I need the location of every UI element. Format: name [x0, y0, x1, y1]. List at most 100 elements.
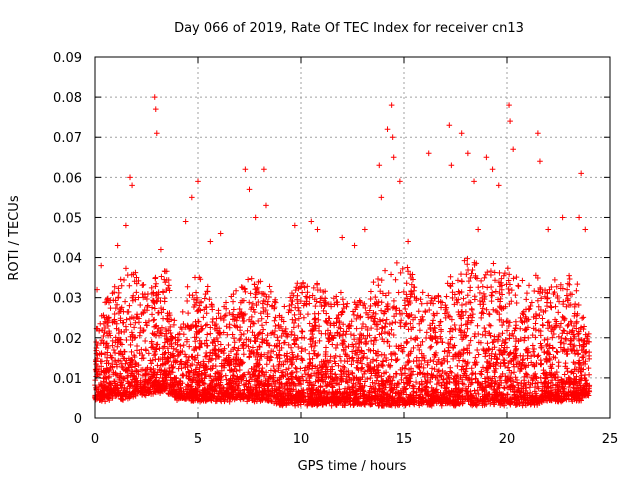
- data-point-marker: [202, 322, 209, 329]
- data-point-marker: [204, 342, 211, 349]
- data-point-marker: [535, 303, 542, 310]
- data-point-marker: [403, 340, 410, 346]
- data-point-marker: [212, 356, 219, 362]
- data-point-marker: [333, 402, 340, 408]
- data-point-marker: [429, 374, 436, 381]
- data-point-marker: [192, 338, 198, 345]
- data-point-marker: [296, 308, 302, 314]
- data-point-marker: [576, 328, 582, 335]
- data-point-marker: [551, 325, 558, 331]
- data-point-marker: [393, 384, 400, 391]
- data-point-marker: [391, 298, 397, 304]
- data-point-marker: [487, 362, 493, 369]
- data-point-marker: [238, 284, 245, 290]
- data-point-marker: [245, 343, 252, 350]
- data-point-marker: [444, 280, 451, 287]
- data-point-marker: [350, 344, 357, 350]
- data-point-marker: [585, 365, 592, 371]
- data-point-marker: [379, 336, 386, 342]
- data-point-marker: [162, 333, 168, 339]
- data-point-marker: [138, 311, 145, 317]
- data-point-marker: [170, 345, 177, 352]
- data-point-marker: [393, 370, 399, 377]
- data-point-marker: [280, 396, 287, 403]
- data-point-marker: [296, 376, 303, 382]
- data-point-marker: [310, 386, 316, 392]
- data-point-marker: [290, 369, 296, 376]
- data-point-marker: [184, 386, 191, 392]
- data-point-marker: [207, 373, 214, 379]
- data-point-marker: [379, 324, 385, 331]
- data-point-marker: [135, 362, 142, 368]
- data-point-marker: [326, 389, 332, 395]
- data-point-marker: [112, 359, 118, 365]
- data-point-marker: [569, 328, 575, 335]
- data-point-marker: [236, 337, 243, 343]
- data-point-marker: [486, 330, 493, 337]
- data-point-marker: [148, 360, 155, 367]
- data-point-marker: [221, 357, 227, 363]
- data-point-marker: [560, 327, 567, 334]
- data-point-marker: [271, 331, 277, 338]
- data-point-marker: [150, 317, 157, 324]
- data-point-marker: [449, 316, 455, 323]
- data-point-marker: [541, 337, 548, 343]
- data-point-marker: [373, 357, 380, 364]
- data-point-marker: [139, 282, 146, 289]
- data-point-marker: [298, 283, 305, 290]
- data-point-marker: [549, 377, 555, 383]
- data-point-marker: [341, 338, 347, 345]
- data-point-marker: [130, 292, 137, 299]
- data-point-marker: [507, 377, 514, 384]
- data-point-marker: [556, 333, 562, 340]
- data-point-marker: [384, 391, 391, 398]
- data-point-marker: [217, 397, 224, 403]
- data-point-marker: [462, 368, 469, 375]
- data-point-marker: [162, 349, 169, 356]
- data-point-marker: [192, 374, 198, 381]
- data-point-marker: [150, 373, 157, 379]
- data-point-marker: [264, 313, 271, 320]
- data-point-marker: [417, 296, 424, 303]
- data-point-marker: [155, 325, 162, 332]
- data-point-marker: [479, 309, 485, 316]
- data-point-marker: [356, 344, 362, 350]
- data-point-marker: [152, 323, 159, 330]
- data-point-marker: [201, 295, 208, 302]
- data-point-marker: [304, 387, 310, 393]
- data-point-marker: [126, 282, 133, 289]
- data-point-marker: [351, 396, 358, 403]
- data-point-marker: [400, 379, 407, 386]
- data-point-marker: [184, 364, 191, 370]
- data-point-marker: [155, 380, 161, 386]
- data-point-marker: [418, 300, 425, 307]
- data-point-marker: [502, 377, 509, 384]
- data-point-marker: [291, 340, 298, 347]
- data-point-marker: [500, 319, 507, 325]
- data-point-marker: [439, 339, 445, 346]
- data-point-marker: [575, 302, 582, 308]
- data-point-marker: [393, 343, 400, 349]
- data-point-marker: [339, 396, 345, 403]
- data-point-marker: [455, 296, 462, 303]
- data-point-marker: [524, 352, 531, 359]
- data-point-marker: [235, 347, 241, 354]
- data-point-marker: [402, 386, 408, 393]
- data-point-marker: [577, 368, 584, 374]
- data-point-marker: [529, 299, 535, 306]
- data-point-marker: [408, 288, 414, 294]
- data-point-marker: [285, 309, 292, 316]
- data-point-marker: [498, 286, 505, 293]
- data-point-marker: [409, 372, 415, 378]
- data-point-marker: [445, 313, 452, 319]
- data-point-marker: [460, 334, 467, 341]
- data-point-marker: [420, 365, 427, 371]
- data-point-marker: [94, 342, 101, 348]
- data-point-marker: [268, 367, 274, 374]
- data-point-marker: [118, 395, 125, 402]
- data-point-marker: [186, 376, 193, 382]
- data-point-marker: [480, 346, 486, 352]
- data-point-marker: [486, 322, 493, 328]
- data-point-marker: [539, 289, 546, 295]
- data-point-marker: [285, 332, 291, 338]
